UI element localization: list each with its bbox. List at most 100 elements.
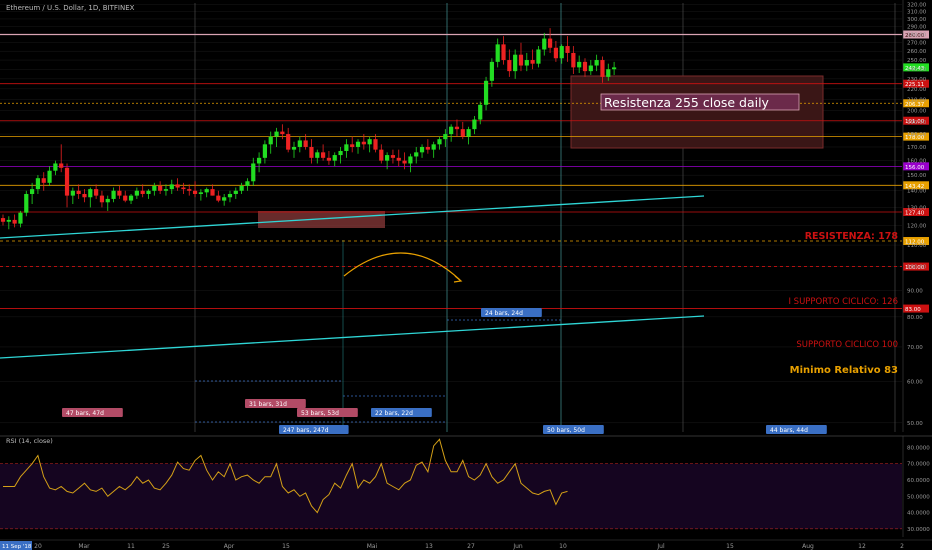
candle-body xyxy=(274,131,279,137)
price-axis-tick: 290.00 xyxy=(907,25,927,31)
resistance-box-label-bg xyxy=(600,93,800,111)
price-axis-tick: 140.00 xyxy=(907,189,927,195)
candle-body xyxy=(35,178,41,190)
candle-body xyxy=(181,187,186,190)
price-level-tag-label: 191.00 xyxy=(905,119,925,125)
price-axis-tick: 180.00 xyxy=(907,132,927,138)
candle-body xyxy=(338,150,343,156)
price-axis-tick: 220.00 xyxy=(907,87,927,93)
candle-body xyxy=(559,46,564,59)
price-level-tag-label: 178.00 xyxy=(905,135,925,141)
price-axis-tick: 260.00 xyxy=(907,49,927,55)
candle-body xyxy=(286,134,291,150)
bar-range-tag xyxy=(766,425,827,434)
bar-range-label: 247 bars, 247d xyxy=(283,427,329,434)
candle-body xyxy=(140,190,145,194)
arc-arrowhead xyxy=(453,275,463,283)
candle-body xyxy=(344,144,349,151)
bar-range-label: 22 bars, 22d xyxy=(375,410,413,417)
resistance-zone xyxy=(570,75,824,149)
candle-body xyxy=(571,52,576,68)
candle-body xyxy=(233,190,238,194)
candle-body xyxy=(379,149,384,161)
bar-range-label: 44 bars, 44d xyxy=(770,427,808,434)
candle-body xyxy=(355,141,361,147)
bar-range-tag xyxy=(371,408,432,417)
time-axis-tick: 15 xyxy=(726,543,734,550)
price-axis-tick: 80.00 xyxy=(907,315,923,321)
price-axis-tick: 150.00 xyxy=(907,173,927,179)
candle-body xyxy=(332,155,337,161)
time-axis-tick: Mar xyxy=(78,543,90,550)
candle-body xyxy=(367,139,372,145)
price-axis-tick: 240.00 xyxy=(907,67,927,73)
time-axis-tick: 27 xyxy=(467,543,475,550)
time-axis-tick: 2 xyxy=(900,543,904,550)
price-axis-tick: 120.00 xyxy=(907,223,927,229)
candle-body xyxy=(76,190,81,194)
candle-body xyxy=(41,178,46,183)
price-level-tag-label: 100.00 xyxy=(905,265,925,271)
price-level-tag xyxy=(903,162,929,171)
bar-range-tag xyxy=(245,399,306,408)
rsi-axis-tick: 40.0000 xyxy=(907,511,930,517)
candle-body xyxy=(30,189,35,194)
candle-body xyxy=(256,157,262,164)
candle-body xyxy=(24,193,29,213)
candle-body xyxy=(59,163,64,168)
rsi-axis-tick: 70.0000 xyxy=(907,462,930,468)
candle-body xyxy=(128,195,134,201)
price-axis-tick: 170.00 xyxy=(907,145,927,151)
candle-body xyxy=(408,156,413,164)
chart-title: Ethereum / U.S. Dollar, 1D, BITFINEX xyxy=(6,4,135,12)
zones xyxy=(258,75,824,228)
resistance-zone-small xyxy=(258,211,385,228)
price-axis-tick: 310.00 xyxy=(907,10,927,16)
candle-body xyxy=(414,152,419,157)
candle-body xyxy=(152,185,157,191)
candle-body xyxy=(518,54,524,66)
rsi-axis-tick: 30.0000 xyxy=(907,527,930,533)
candle-body xyxy=(437,139,442,145)
price-axis-tick: 70.00 xyxy=(907,345,923,351)
price-level-tag-label: 156.00 xyxy=(905,165,925,171)
candle-body xyxy=(187,189,192,191)
candle-body xyxy=(53,163,58,171)
price-axis-tick: 320.00 xyxy=(907,2,927,8)
candle-body xyxy=(594,60,599,66)
rsi-axis-tick: 50.0000 xyxy=(907,494,930,500)
price-axis-tick: 50.00 xyxy=(907,421,923,427)
candle-body xyxy=(472,119,477,130)
candle-body xyxy=(158,185,163,191)
bar-range-label: 50 bars, 50d xyxy=(547,427,585,434)
trendline-lower xyxy=(0,315,705,359)
time-axis-tick: Jul xyxy=(656,543,665,550)
price-level-tag-label: 112.00 xyxy=(905,240,925,246)
candle-body xyxy=(227,193,233,198)
bar-range-tag xyxy=(297,408,358,417)
candle-body xyxy=(588,65,593,72)
rsi-line xyxy=(3,438,568,514)
candles xyxy=(0,28,617,230)
price-axis-tick: 90.00 xyxy=(907,288,923,294)
candle-body xyxy=(431,144,436,150)
price-axis-tick: 210.00 xyxy=(907,97,927,103)
candle-body xyxy=(577,61,582,68)
time-axis-tick: 10 xyxy=(559,543,567,550)
time-axis-tick: Jun xyxy=(512,543,523,550)
candle-body xyxy=(373,139,378,150)
bar-range-tag xyxy=(481,308,542,317)
candle-body xyxy=(478,104,483,120)
time-axis-tick: 25 xyxy=(162,543,170,550)
candle-body xyxy=(6,219,11,222)
candle-body xyxy=(251,163,256,182)
candle-body xyxy=(507,60,512,72)
candle-body xyxy=(12,219,17,224)
candle-body xyxy=(385,155,390,161)
candle-body xyxy=(88,189,93,198)
time-axis[interactable]: 20 Mar 11 25 Apr 15 Mai 13 27 Jun 10 Jul 15 Aug 12 2 11 … xyxy=(0,539,932,550)
candle-body xyxy=(210,189,215,196)
candle-body xyxy=(239,185,244,191)
